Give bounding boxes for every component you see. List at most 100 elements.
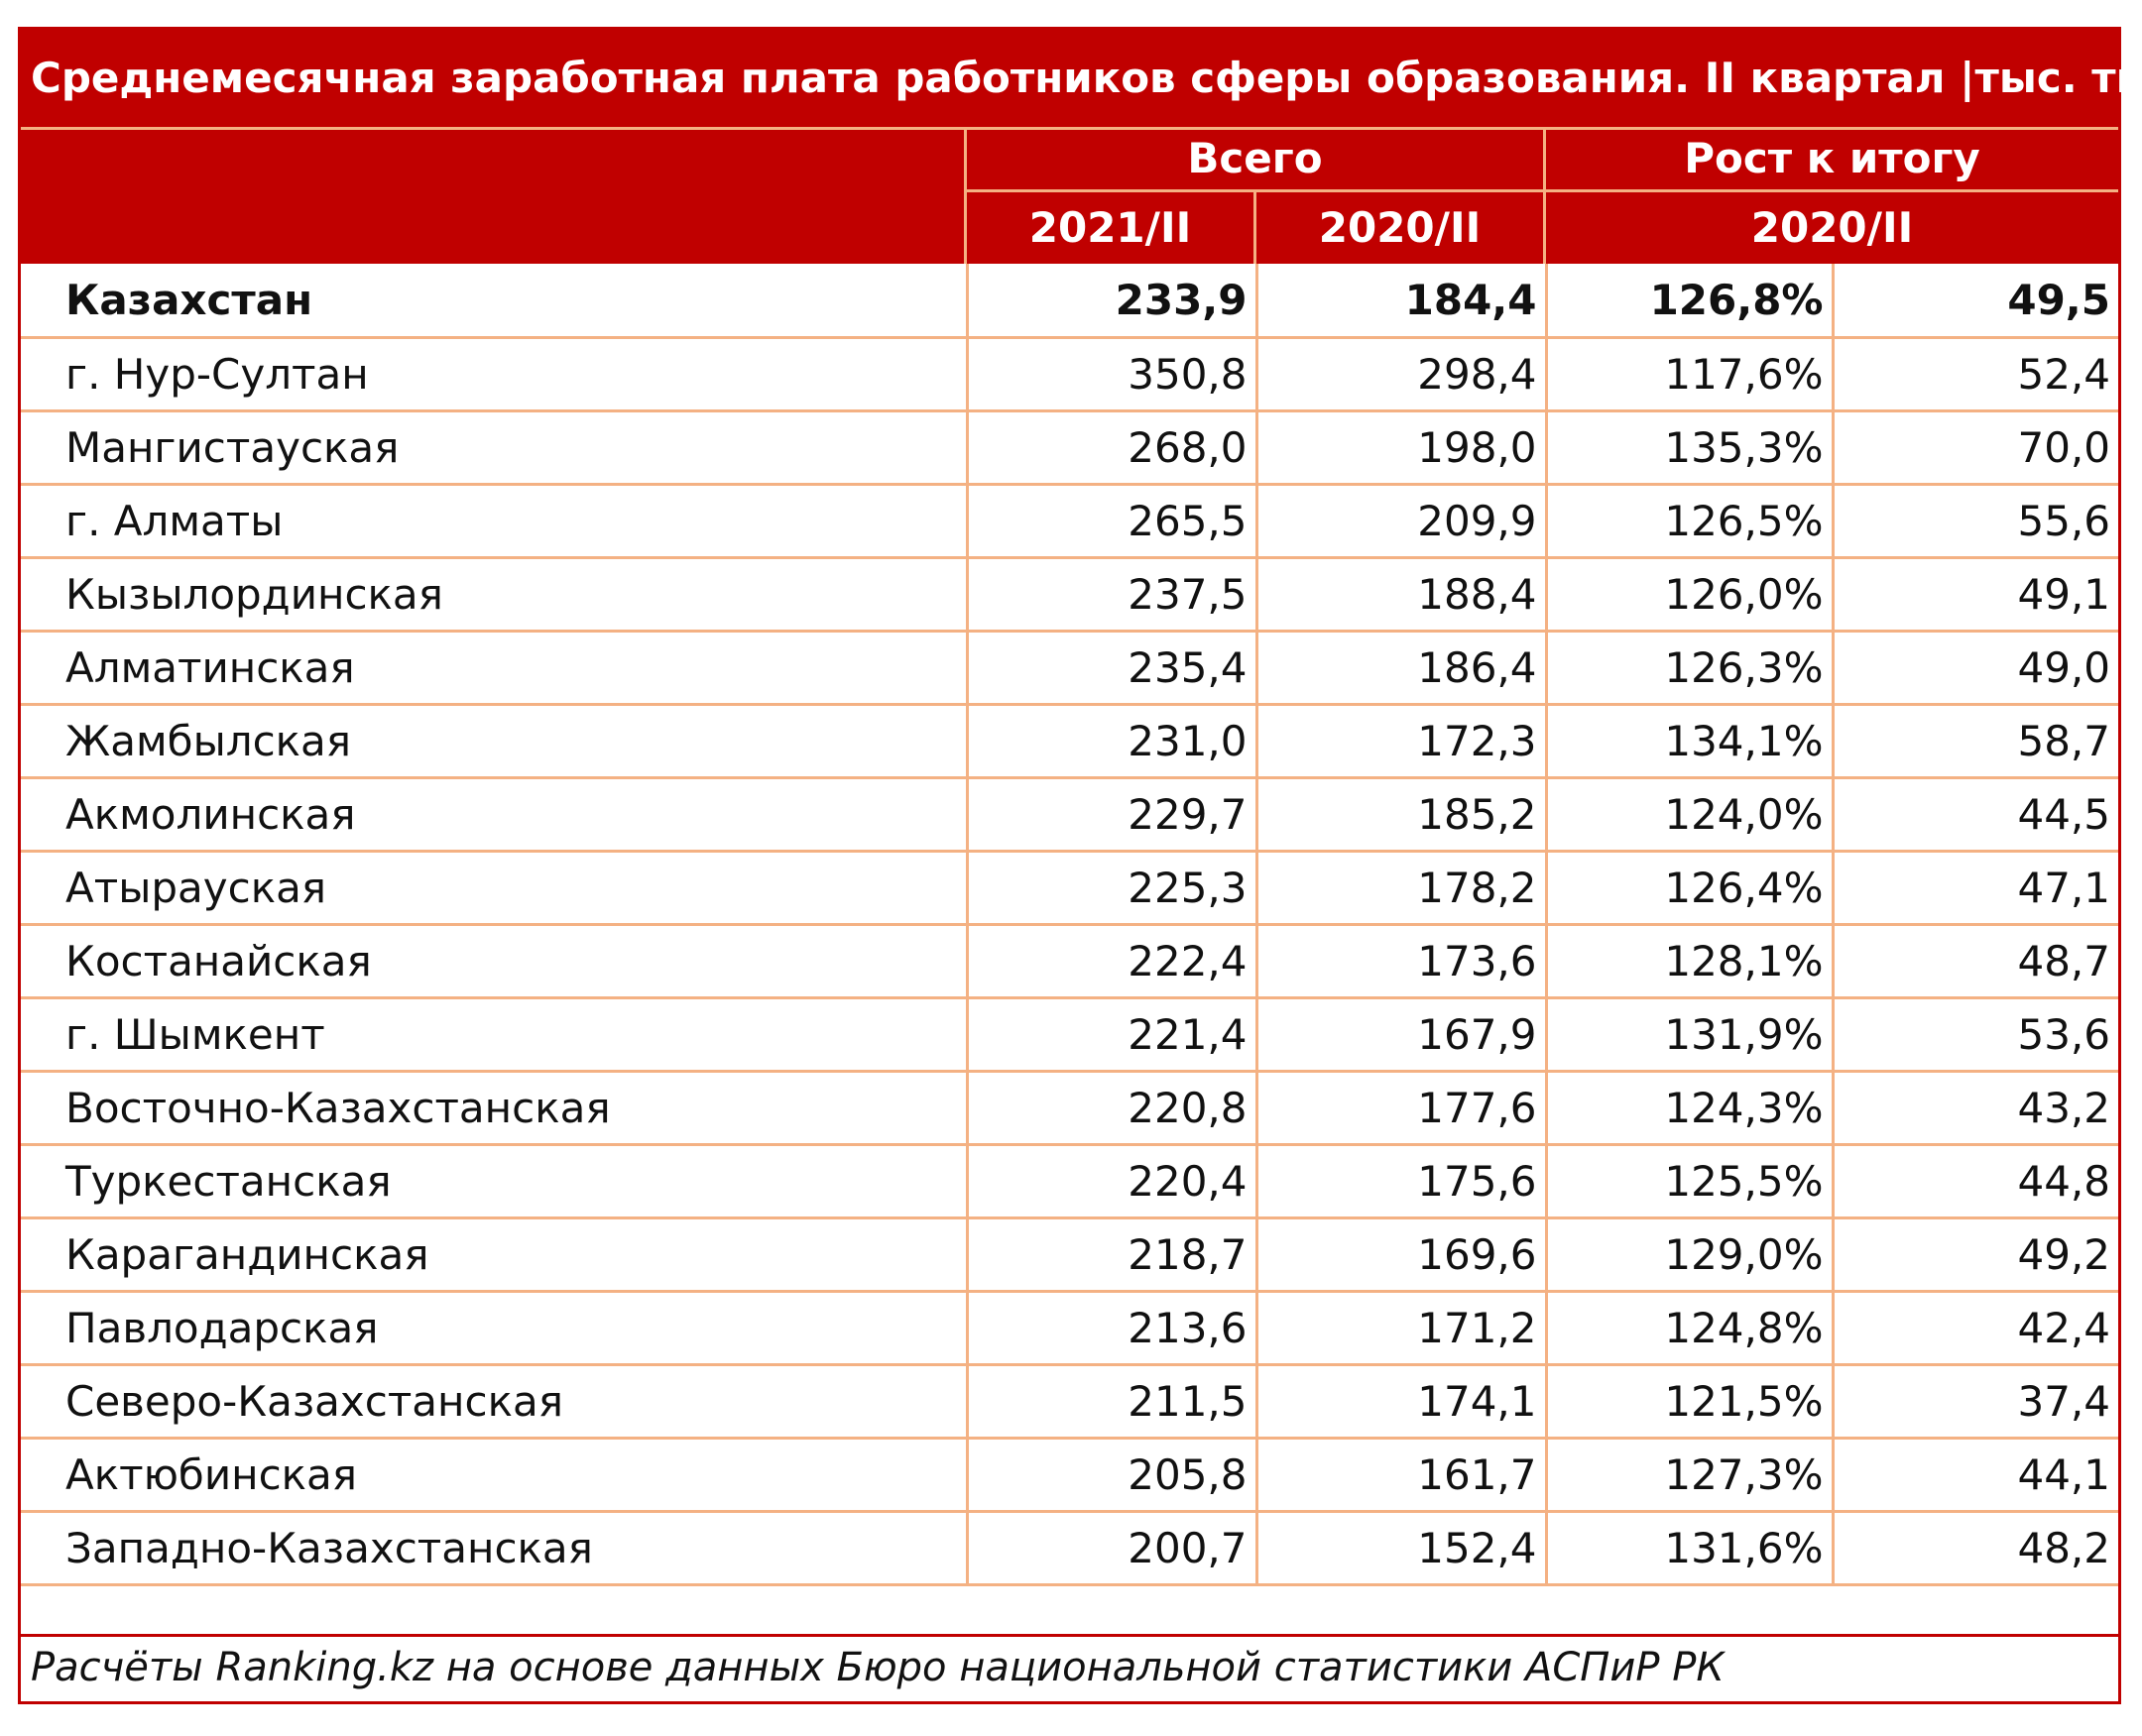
- growth-percent-cell: 124,8%: [1546, 1291, 1835, 1366]
- growth-percent-cell: 135,3%: [1546, 410, 1835, 486]
- growth-absolute-cell: 49,1: [1833, 557, 2118, 633]
- value-2020-cell: 174,1: [1256, 1364, 1548, 1440]
- value-2020-cell: 161,7: [1256, 1438, 1548, 1513]
- value-2021-cell: 237,5: [967, 557, 1258, 633]
- header-col-growth: 2020/II: [1546, 192, 2118, 264]
- growth-percent-cell: 121,5%: [1546, 1364, 1835, 1440]
- table-row: Алматинская 235,4 186,4 126,3% 49,0: [21, 631, 2118, 706]
- growth-absolute-cell: 49,2: [1833, 1217, 2118, 1293]
- growth-percent-cell: 129,0%: [1546, 1217, 1835, 1293]
- value-2021-cell: 221,4: [967, 997, 1258, 1073]
- table-row: Костанайская 222,4 173,6 128,1% 48,7: [21, 924, 2118, 999]
- table-row: Кызылординская 237,5 188,4 126,0% 49,1: [21, 557, 2118, 633]
- growth-absolute-cell: 53,6: [1833, 997, 2118, 1073]
- growth-absolute-cell: 43,2: [1833, 1071, 2118, 1146]
- value-2021-cell: 229,7: [967, 777, 1258, 853]
- growth-percent-cell: 128,1%: [1546, 924, 1835, 999]
- table-row: г. Шымкент 221,4 167,9 131,9% 53,6: [21, 997, 2118, 1073]
- region-cell: Западно-Казахстанская: [21, 1511, 969, 1586]
- growth-percent-cell: 127,3%: [1546, 1438, 1835, 1513]
- growth-absolute-cell: 70,0: [1833, 410, 2118, 486]
- growth-absolute-cell: 44,5: [1833, 777, 2118, 853]
- table-row: г. Алматы 265,5 209,9 126,5% 55,6: [21, 484, 2118, 559]
- value-2020-cell: 184,4: [1256, 264, 1548, 339]
- growth-percent-cell: 131,6%: [1546, 1511, 1835, 1586]
- region-cell: Акмолинская: [21, 777, 969, 853]
- header-divider-top: [21, 127, 2118, 130]
- table-row: г. Нур-Султан 350,8 298,4 117,6% 52,4: [21, 337, 2118, 412]
- header-group-growth: Рост к итогу: [1546, 127, 2118, 189]
- growth-absolute-cell: 44,8: [1833, 1144, 2118, 1219]
- region-cell: Казахстан: [21, 264, 969, 339]
- value-2021-cell: 205,8: [967, 1438, 1258, 1513]
- region-cell: Алматинская: [21, 631, 969, 706]
- value-2021-cell: 225,3: [967, 851, 1258, 926]
- growth-absolute-cell: 55,6: [1833, 484, 2118, 559]
- header-vline-2: [1253, 192, 1256, 264]
- table-row: Казахстан 233,9 184,4 126,8% 49,5: [21, 264, 2118, 339]
- growth-percent-cell: 131,9%: [1546, 997, 1835, 1073]
- region-cell: Костанайская: [21, 924, 969, 999]
- value-2021-cell: 350,8: [967, 337, 1258, 412]
- header-col-2021: 2021/II: [967, 192, 1253, 264]
- region-cell: Восточно-Казахстанская: [21, 1071, 969, 1146]
- header-blank-cell: [21, 127, 964, 264]
- value-2021-cell: 222,4: [967, 924, 1258, 999]
- growth-absolute-cell: 49,5: [1833, 264, 2118, 339]
- value-2020-cell: 185,2: [1256, 777, 1548, 853]
- table-title: Среднемесячная заработная плата работник…: [21, 30, 2138, 127]
- value-2020-cell: 173,6: [1256, 924, 1548, 999]
- region-cell: Туркестанская: [21, 1144, 969, 1219]
- value-2020-cell: 171,2: [1256, 1291, 1548, 1366]
- value-2021-cell: 265,5: [967, 484, 1258, 559]
- value-2020-cell: 177,6: [1256, 1071, 1548, 1146]
- region-cell: Северо-Казахстанская: [21, 1364, 969, 1440]
- value-2021-cell: 231,0: [967, 704, 1258, 779]
- region-cell: Мангистауская: [21, 410, 969, 486]
- header-divider-sub: [967, 189, 2118, 192]
- growth-absolute-cell: 49,0: [1833, 631, 2118, 706]
- header-group-total: Всего: [967, 127, 1543, 189]
- growth-absolute-cell: 52,4: [1833, 337, 2118, 412]
- table-body: Казахстан 233,9 184,4 126,8% 49,5 г. Нур-Султ…: [21, 264, 2118, 1586]
- data-table: Казахстан 233,9 184,4 126,8% 49,5 г. Нур-Султ…: [21, 264, 2118, 1586]
- value-2021-cell: 268,0: [967, 410, 1258, 486]
- table-row: Атырауская 225,3 178,2 126,4% 47,1: [21, 851, 2118, 926]
- growth-absolute-cell: 47,1: [1833, 851, 2118, 926]
- region-cell: Атырауская: [21, 851, 969, 926]
- growth-percent-cell: 126,4%: [1546, 851, 1835, 926]
- region-cell: Павлодарская: [21, 1291, 969, 1366]
- growth-percent-cell: 125,5%: [1546, 1144, 1835, 1219]
- source-note: Расчёты Ranking.kz на основе данных Бюро…: [21, 1634, 2118, 1701]
- region-cell: Кызылординская: [21, 557, 969, 633]
- growth-absolute-cell: 48,7: [1833, 924, 2118, 999]
- value-2021-cell: 200,7: [967, 1511, 1258, 1586]
- region-cell: г. Алматы: [21, 484, 969, 559]
- table-row: Туркестанская 220,4 175,6 125,5% 44,8: [21, 1144, 2118, 1219]
- region-cell: Жамбылская: [21, 704, 969, 779]
- value-2021-cell: 220,4: [967, 1144, 1258, 1219]
- value-2021-cell: 218,7: [967, 1217, 1258, 1293]
- table-row: Павлодарская 213,6 171,2 124,8% 42,4: [21, 1291, 2118, 1366]
- header-col-2020: 2020/II: [1256, 192, 1543, 264]
- growth-absolute-cell: 48,2: [1833, 1511, 2118, 1586]
- growth-percent-cell: 117,6%: [1546, 337, 1835, 412]
- table-row: Карагандинская 218,7 169,6 129,0% 49,2: [21, 1217, 2118, 1293]
- value-2020-cell: 172,3: [1256, 704, 1548, 779]
- value-2020-cell: 209,9: [1256, 484, 1548, 559]
- table-row: Жамбылская 231,0 172,3 134,1% 58,7: [21, 704, 2118, 779]
- table-frame: Среднемесячная заработная плата работник…: [18, 27, 2138, 1704]
- value-2020-cell: 167,9: [1256, 997, 1548, 1073]
- table-row: Мангистауская 268,0 198,0 135,3% 70,0: [21, 410, 2118, 486]
- value-2021-cell: 211,5: [967, 1364, 1258, 1440]
- header-vline-1: [964, 127, 967, 264]
- growth-absolute-cell: 44,1: [1833, 1438, 2118, 1513]
- value-2020-cell: 178,2: [1256, 851, 1548, 926]
- value-2021-cell: 235,4: [967, 631, 1258, 706]
- growth-percent-cell: 126,3%: [1546, 631, 1835, 706]
- growth-absolute-cell: 58,7: [1833, 704, 2118, 779]
- value-2021-cell: 233,9: [967, 264, 1258, 339]
- value-2021-cell: 213,6: [967, 1291, 1258, 1366]
- table-row: Северо-Казахстанская 211,5 174,1 121,5% 37,4: [21, 1364, 2118, 1440]
- region-cell: Актюбинская: [21, 1438, 969, 1513]
